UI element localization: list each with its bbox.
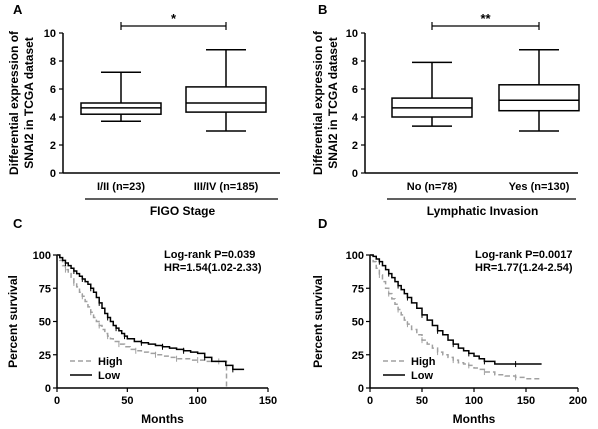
x-tick-label: 50: [416, 395, 428, 407]
x-tick-label: 150: [517, 395, 535, 407]
x-tick-label: 100: [188, 395, 206, 407]
x-axis-label: Months: [453, 412, 496, 426]
panel-label: B: [318, 2, 327, 17]
panel-b: B 0 2 4 6 8 10 Differential expression of SNAI2 …: [311, 2, 580, 218]
y-axis-label: Differential expression of: [7, 30, 21, 175]
y-axis-label: Percent survival: [6, 275, 20, 368]
group-label: FIGO Stage: [150, 204, 216, 218]
legend-label: High: [411, 356, 436, 368]
y-tick-label: 75: [352, 283, 364, 295]
y-tick-label: 0: [45, 383, 51, 395]
y-tick-label: 75: [39, 283, 51, 295]
y-tick-label: 6: [352, 84, 358, 96]
y-tick-label: 4: [50, 112, 57, 124]
y-tick-label: 4: [352, 112, 359, 124]
panel-label: A: [13, 2, 23, 17]
box-2: [185, 49, 267, 132]
y-tick-label: 8: [50, 56, 56, 68]
box-1: [391, 61, 473, 127]
y-tick-label: 0: [358, 383, 364, 395]
stats-annotation: HR=1.77(1.24-2.54): [475, 262, 573, 274]
y-tick-label: 2: [50, 140, 56, 152]
category-label: I/II (n=23): [97, 181, 145, 193]
y-tick-label: 25: [39, 350, 51, 362]
category-label: III/IV (n=185): [194, 181, 259, 193]
legend-label: High: [98, 356, 123, 368]
x-axis-label: Months: [141, 412, 184, 426]
y-axis-label: SNAI2 in TCGA dataset: [326, 37, 340, 169]
y-tick-label: 6: [50, 84, 56, 96]
panel-label: C: [13, 216, 23, 231]
panel-d: D 0 25 50 75 100 0 50 100 150 200 Months Percent sur…: [311, 216, 587, 426]
y-tick-label: 10: [44, 28, 56, 40]
y-axis-label: Percent survival: [311, 275, 325, 368]
significance-label: *: [171, 11, 177, 26]
survival-curve-high: [57, 254, 228, 388]
y-tick-label: 25: [352, 350, 364, 362]
y-tick-label: 0: [50, 168, 56, 180]
panel-label: D: [318, 216, 327, 231]
group-label: Lymphatic Invasion: [427, 204, 539, 218]
stats-annotation: HR=1.54(1.02-2.33): [164, 262, 262, 274]
x-tick-label: 100: [465, 395, 483, 407]
x-tick-label: 200: [569, 395, 587, 407]
significance-label: **: [480, 11, 491, 26]
x-tick-label: 0: [54, 395, 60, 407]
x-tick-label: 50: [121, 395, 133, 407]
x-tick-label: 150: [259, 395, 277, 407]
stats-annotation: Log-rank P=0.0017: [475, 249, 573, 261]
y-axis-label: SNAI2 in TCGA dataset: [22, 37, 36, 169]
survival-curve-high: [370, 254, 542, 380]
y-tick-label: 8: [352, 56, 358, 68]
box-iqr: [498, 84, 580, 112]
legend-label: Low: [411, 370, 433, 382]
y-tick-label: 10: [346, 28, 358, 40]
y-tick-label: 2: [352, 140, 358, 152]
panel-a: A 0 2 4 6 8 10 Differential expression of SNAI2 …: [7, 2, 280, 218]
box-iqr: [185, 86, 267, 113]
x-tick-label: 0: [367, 395, 373, 407]
y-tick-label: 100: [346, 250, 364, 262]
category-label: No (n=78): [407, 181, 458, 193]
y-tick-label: 0: [352, 168, 358, 180]
y-tick-label: 100: [33, 250, 51, 262]
stats-annotation: Log-rank P=0.039: [164, 249, 255, 261]
category-label: Yes (n=130): [509, 181, 570, 193]
y-tick-label: 50: [352, 317, 364, 329]
y-tick-label: 50: [39, 317, 51, 329]
panel-c: C 0 25 50 75 100 0 50 100 150 Months Percent surviv…: [6, 216, 277, 426]
box-2: [498, 49, 580, 132]
y-axis-label: Differential expression of: [311, 30, 325, 175]
box-1: [80, 71, 162, 122]
legend-label: Low: [98, 370, 120, 382]
